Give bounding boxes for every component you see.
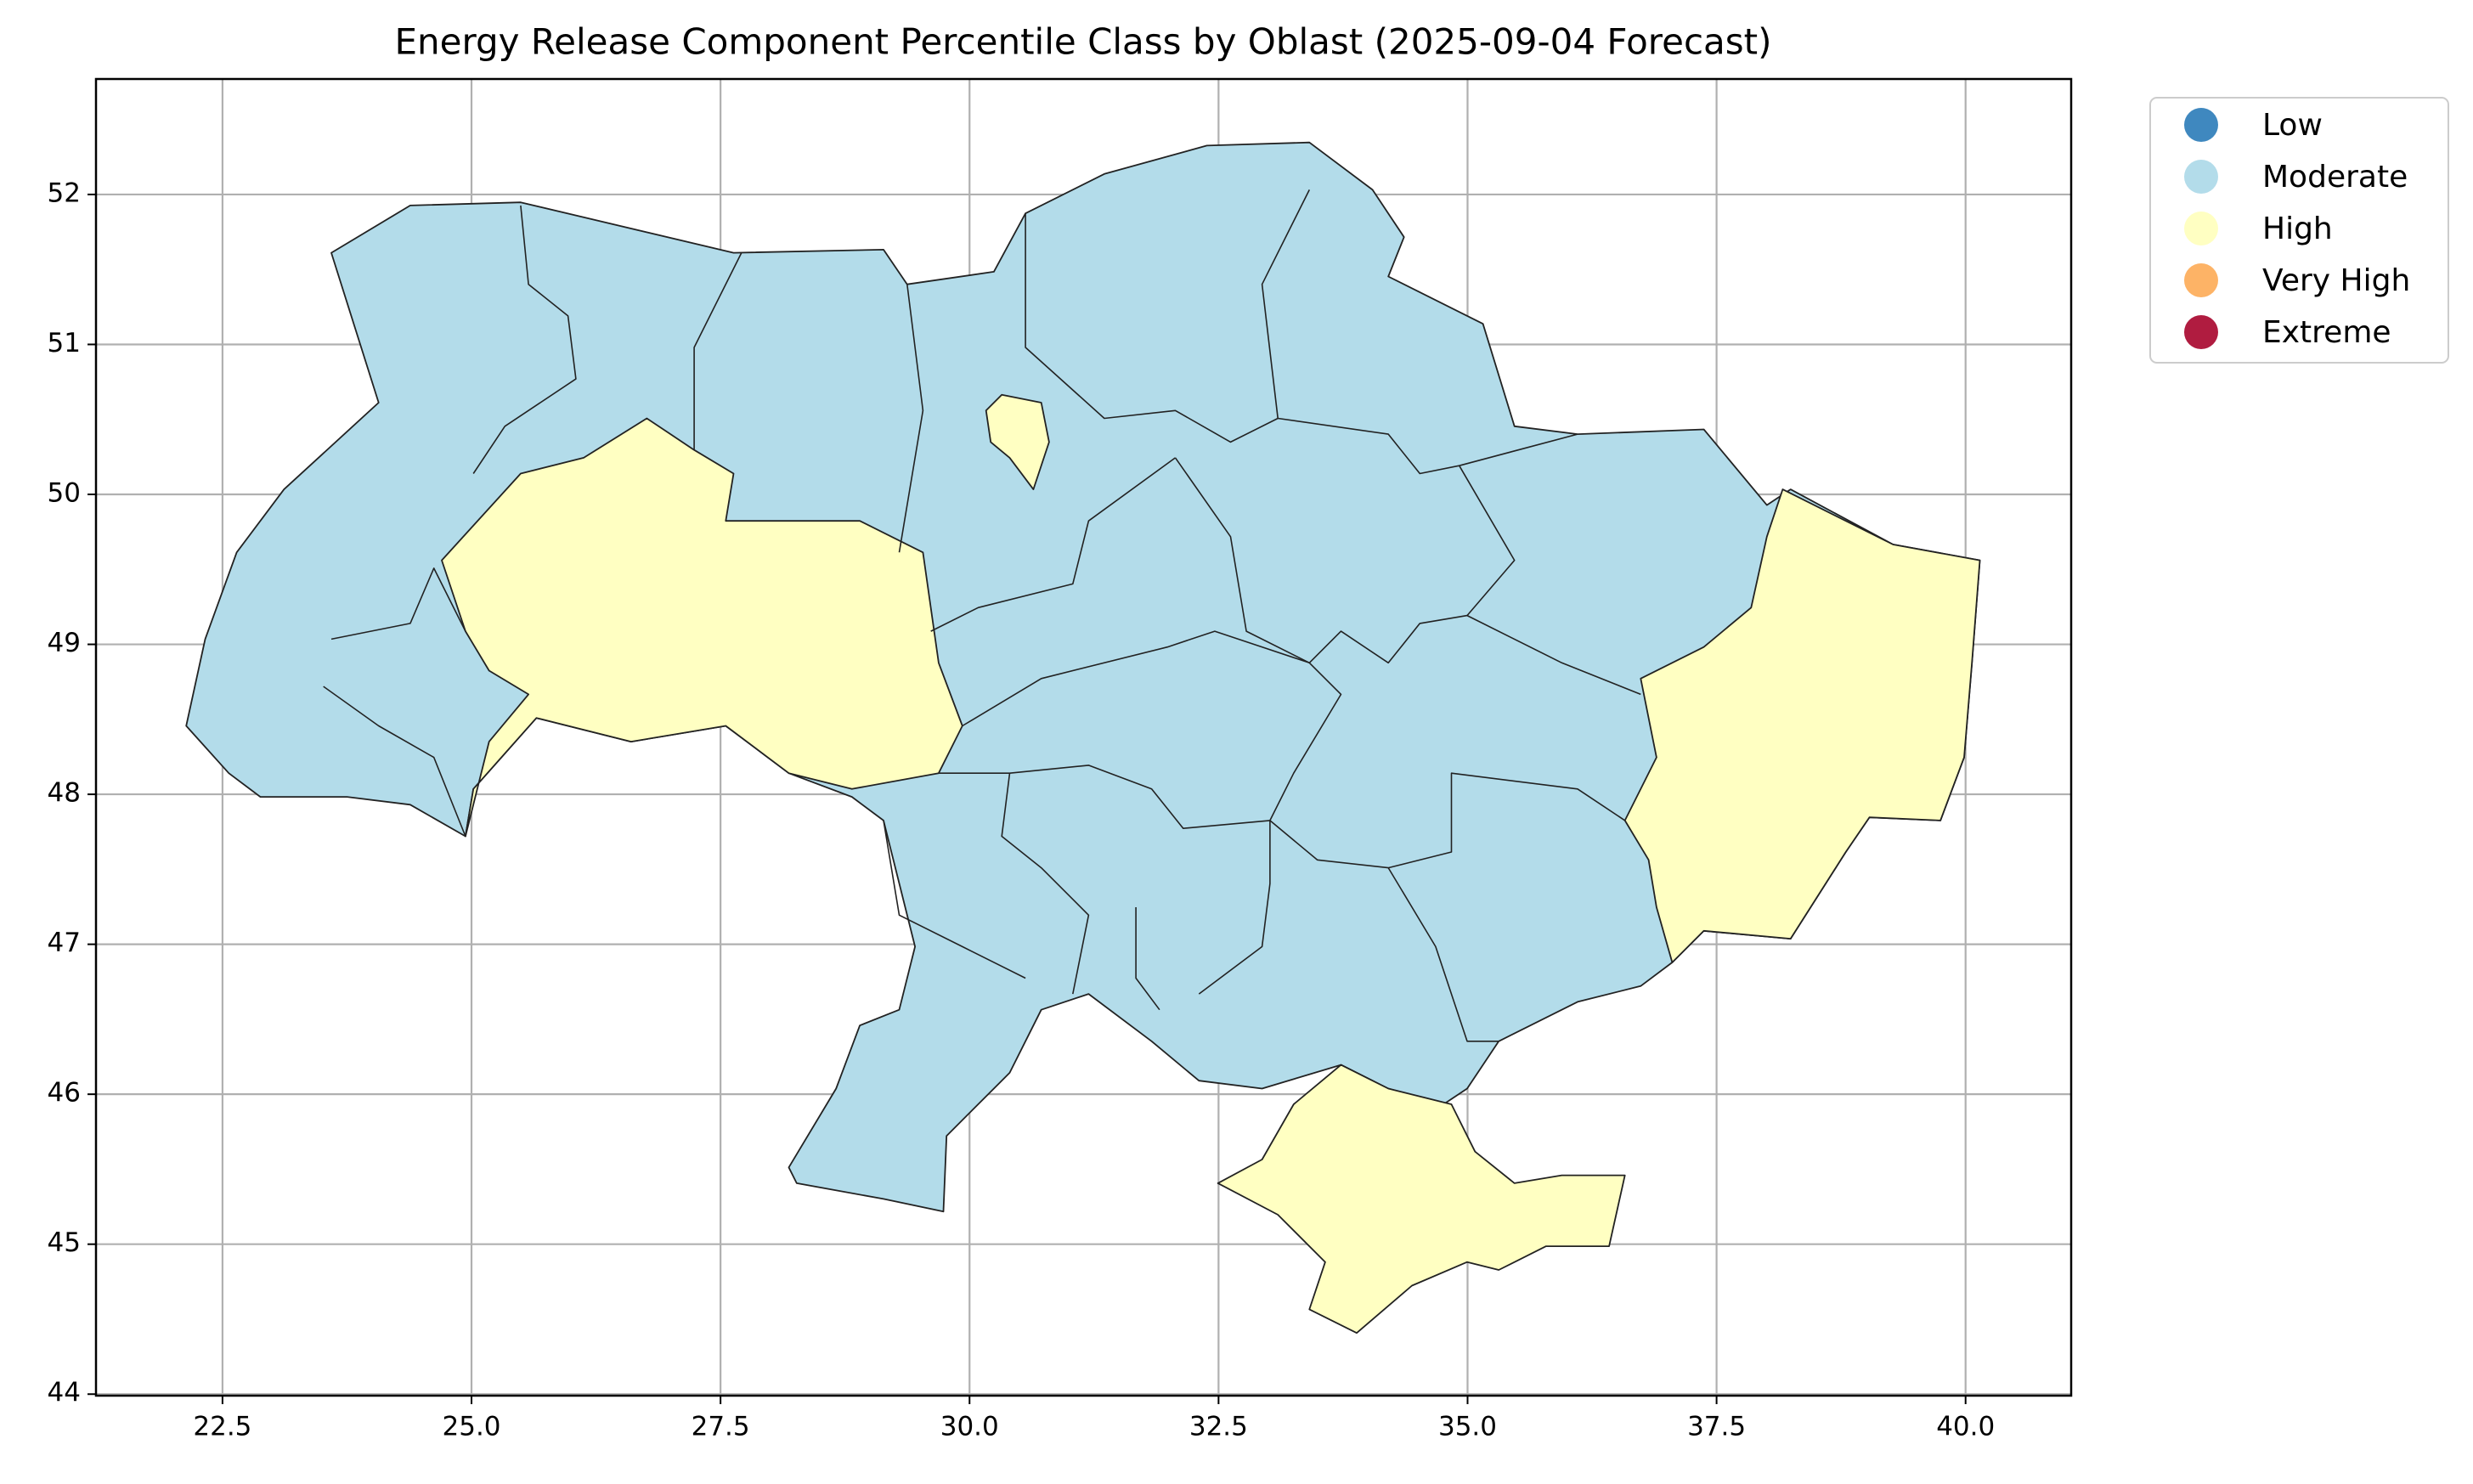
chart-title: Energy Release Component Percentile Clas…: [394, 21, 1771, 63]
y-tick-label: 47: [48, 928, 81, 958]
x-tick-label: 22.5: [193, 1412, 251, 1442]
region: [1623, 488, 1981, 963]
region: [441, 417, 963, 838]
y-tick-label: 44: [48, 1378, 81, 1408]
region: [185, 141, 1981, 1213]
legend-marker: [2184, 263, 2218, 297]
region-border: [323, 686, 466, 837]
region-border: [938, 765, 1271, 995]
legend: Low Moderate High Very High Extreme: [2184, 108, 2410, 350]
legend-label: Moderate: [2262, 160, 2408, 195]
region-border: [962, 630, 1342, 821]
region-border: [1278, 417, 1578, 475]
region-border: [930, 457, 1176, 632]
x-tick-label: 27.5: [692, 1412, 750, 1442]
y-tick-label: 45: [48, 1227, 81, 1258]
y-tick-label: 52: [48, 178, 81, 208]
legend-marker: [2184, 212, 2218, 245]
region-border: [898, 284, 924, 553]
region-border: [1025, 189, 1311, 443]
x-tick-label: 40.0: [1936, 1412, 1995, 1442]
region-border: [1135, 907, 1160, 1011]
region-border: [693, 252, 742, 450]
legend-box: [2149, 97, 2449, 364]
region-border: [472, 205, 577, 474]
region-border: [883, 820, 1026, 979]
region-border: [1269, 772, 1626, 869]
x-tick-label: 25.0: [443, 1412, 501, 1442]
region-border: [1387, 867, 1499, 1042]
legend-marker: [2184, 315, 2218, 349]
region: [1217, 1064, 1626, 1334]
y-tick-label: 49: [48, 628, 81, 658]
x-tick-label: 32.5: [1189, 1412, 1248, 1442]
region: [985, 393, 1050, 490]
y-tick-label: 48: [48, 778, 81, 809]
x-tick-label: 30.0: [940, 1412, 999, 1442]
region-border: [330, 567, 466, 640]
y-tick-label: 46: [48, 1078, 81, 1109]
legend-marker: [2184, 160, 2218, 194]
map: [185, 141, 1981, 1334]
region-border: [1174, 457, 1641, 696]
legend-label: Very High: [2262, 263, 2410, 298]
ticks: 22.5 25.0 27.5 30.0 32.5 35.0 37.5 40.0 44 45 46 47…: [48, 178, 1996, 1442]
x-tick-label: 35.0: [1438, 1412, 1497, 1442]
legend-label: Extreme: [2262, 315, 2391, 350]
legend-marker: [2184, 108, 2218, 142]
plot-frame: [94, 77, 2073, 1397]
legend-label: Low: [2262, 108, 2323, 143]
y-tick-label: 51: [48, 328, 81, 358]
region-border: [1001, 773, 1090, 995]
x-tick-label: 37.5: [1687, 1412, 1746, 1442]
y-tick-label: 50: [48, 478, 81, 509]
legend-label: High: [2262, 212, 2333, 246]
region-border: [1459, 465, 1516, 617]
